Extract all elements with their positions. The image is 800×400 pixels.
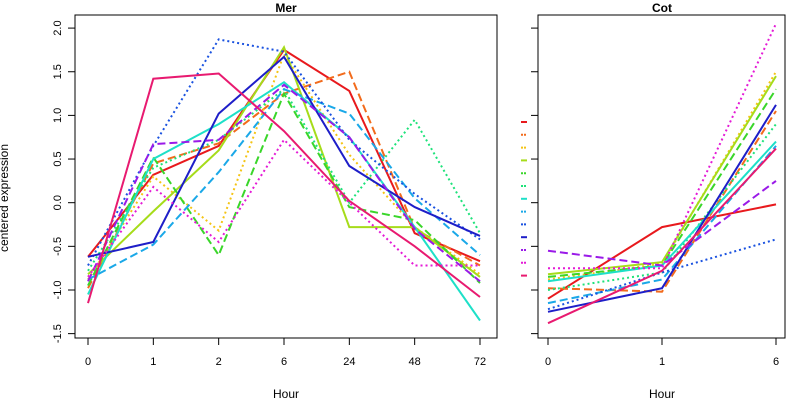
series-line-cot-12 bbox=[548, 23, 777, 270]
series-line-mer-11 bbox=[87, 83, 481, 283]
series-line-mer-10 bbox=[87, 55, 481, 258]
series-line-mer-12 bbox=[87, 138, 480, 278]
x-tick-label-cot: 1 bbox=[659, 356, 665, 368]
x-tick-label-cot: 0 bbox=[545, 356, 551, 368]
series-line-mer-7 bbox=[87, 80, 481, 322]
series-line-mer-8 bbox=[87, 88, 481, 281]
series-line-cot-13 bbox=[547, 147, 777, 325]
series-line-cot-11 bbox=[547, 180, 777, 267]
series-line-cot-9 bbox=[547, 238, 777, 311]
x-tick-label-cot: 6 bbox=[773, 356, 779, 368]
y-tick-label-mer: 0.0 bbox=[52, 195, 64, 210]
series-line-cot-6 bbox=[547, 123, 777, 291]
y-tick-label-mer: 0.5 bbox=[52, 151, 64, 166]
x-tick-label-mer: 48 bbox=[409, 356, 421, 368]
x-tick-label-mer: 0 bbox=[85, 356, 91, 368]
legend bbox=[521, 121, 527, 277]
y-tick-label-mer: 2.0 bbox=[52, 20, 64, 35]
series-line-cot-5 bbox=[547, 88, 777, 278]
y-tick-label-mer: 1.5 bbox=[52, 64, 64, 79]
chart-panel-mer: Mer Hour centered expression 0 1 2 6 24 48 72 -… bbox=[0, 1, 498, 400]
y-tick-label-mer: 1.0 bbox=[52, 108, 64, 123]
y-tick-label-mer: -1.5 bbox=[52, 324, 64, 343]
x-axis-title-mer: Hour bbox=[273, 387, 299, 400]
x-tick-label-mer: 2 bbox=[216, 356, 222, 368]
panel-title-mer: Mer bbox=[275, 1, 297, 15]
panel-title-cot: Cot bbox=[652, 1, 672, 15]
x-tick-label-mer: 6 bbox=[281, 356, 287, 368]
plot-frame-mer bbox=[74, 14, 498, 339]
series-line-cot-4 bbox=[547, 75, 777, 276]
series-line-mer-13 bbox=[87, 72, 481, 304]
y-tick-label-mer: -1.0 bbox=[52, 281, 64, 300]
series-line-cot-1 bbox=[547, 203, 777, 300]
series-line-mer-3 bbox=[87, 52, 481, 281]
series-line-cot-3 bbox=[547, 71, 777, 281]
series-line-cot-10 bbox=[547, 104, 777, 313]
y-axis-title: centered expression bbox=[0, 144, 11, 252]
x-tick-label-mer: 1 bbox=[150, 356, 156, 368]
series-line-mer-5 bbox=[87, 91, 481, 287]
y-tick-label-mer: -0.5 bbox=[52, 237, 64, 256]
x-tick-label-mer: 72 bbox=[474, 356, 486, 368]
x-tick-label-mer: 24 bbox=[343, 356, 355, 368]
x-axis-title-cot: Hour bbox=[649, 387, 675, 400]
chart-panel-cot: Cot Hour 0 1 6 bbox=[531, 1, 786, 400]
series-line-cot-2 bbox=[547, 110, 777, 293]
